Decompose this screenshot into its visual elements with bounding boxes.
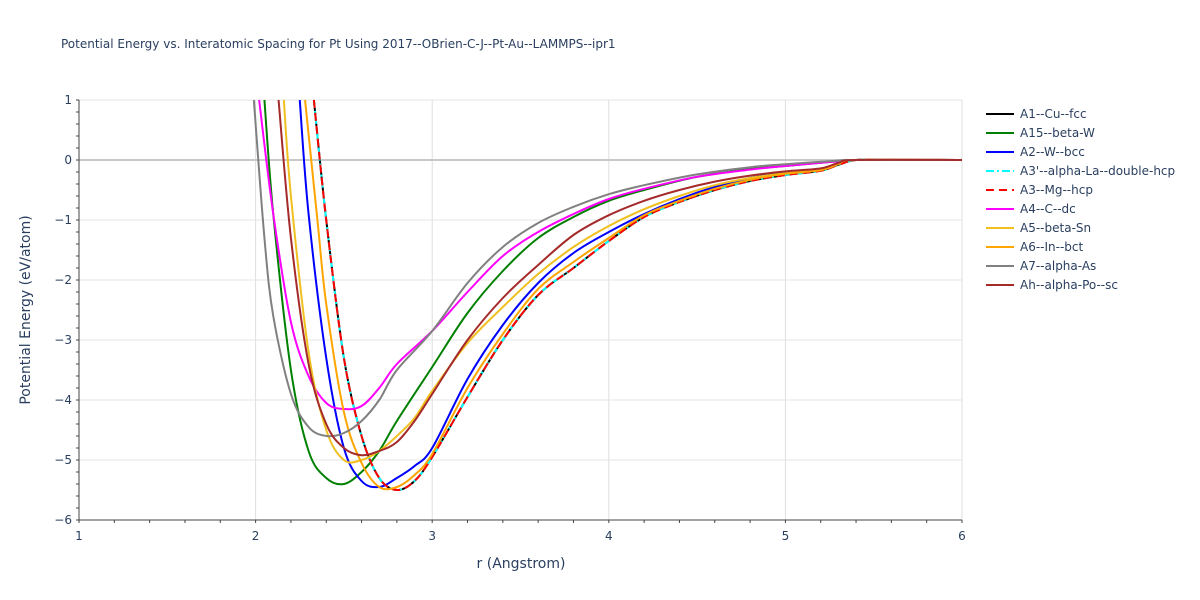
x-axis-title: r (Angstrom) <box>477 556 566 572</box>
y-tick-label: −1 <box>54 213 72 227</box>
chart-title: Potential Energy vs. Interatomic Spacing… <box>61 37 616 51</box>
legend-label: A1--Cu--fcc <box>1020 107 1087 121</box>
axis-layer: 1 2 3 4 5 6 1 0 −1 −2 −3 −4 −5 −6 <box>54 93 966 543</box>
y-tick-label: −4 <box>54 393 72 407</box>
series-line-a1-cu-fcc[interactable] <box>312 99 962 492</box>
series-line-a3-alpha-la-double-hcp[interactable] <box>312 99 962 492</box>
series-line-a6-in-bct[interactable] <box>304 99 962 491</box>
series-line-ah-alpha-po-sc[interactable] <box>277 99 962 457</box>
series-line-a7-alpha-as[interactable] <box>252 99 962 438</box>
series-line-a5-beta-sn[interactable] <box>282 99 962 464</box>
x-tick-label: 4 <box>605 529 613 543</box>
y-axis-title: Potential Energy (eV/atom) <box>18 215 34 404</box>
legend-item-a7-alpha-as[interactable]: A7--alpha-As <box>986 259 1096 273</box>
legend-item-ah-alpha-po-sc[interactable]: Ah--alpha-Po--sc <box>986 278 1118 292</box>
legend-label: A5--beta-Sn <box>1020 221 1091 235</box>
legend-item-a5-beta-sn[interactable]: A5--beta-Sn <box>986 221 1091 235</box>
y-tick-label: −5 <box>54 453 72 467</box>
y-tick-label: −2 <box>54 273 72 287</box>
y-tick-label: −3 <box>54 333 72 347</box>
legend-label: A3--Mg--hcp <box>1020 183 1093 197</box>
legend-label: A4--C--dc <box>1020 202 1076 216</box>
series-line-a3-mg-hcp[interactable] <box>312 99 962 492</box>
legend-item-a3-alpha-la-double-hcp[interactable]: A3'--alpha-La--double-hcp <box>986 164 1175 178</box>
legend-label: A15--beta-W <box>1020 126 1095 140</box>
y-tick-label: 1 <box>64 93 72 107</box>
legend-item-a6-in-bct[interactable]: A6--In--bct <box>986 240 1084 254</box>
legend-item-a1-cu-fcc[interactable]: A1--Cu--fcc <box>986 107 1087 121</box>
x-tick-label: 5 <box>782 529 790 543</box>
legend-item-a4-c-dc[interactable]: A4--C--dc <box>986 202 1076 216</box>
x-tick-label: 6 <box>958 529 966 543</box>
legend-label: Ah--alpha-Po--sc <box>1020 278 1118 292</box>
series-line-a2-w-bcc[interactable] <box>298 99 962 489</box>
legend-label: A3'--alpha-La--double-hcp <box>1020 164 1175 178</box>
legend-label: A6--In--bct <box>1020 240 1084 254</box>
series-line-a15-beta-w[interactable] <box>263 99 962 486</box>
legend-item-a2-w-bcc[interactable]: A2--W--bcc <box>986 145 1085 159</box>
legend[interactable]: A1--Cu--fcc A15--beta-W A2--W--bcc A3'--alp… <box>986 107 1175 292</box>
x-tick-label: 3 <box>428 529 436 543</box>
series-layer <box>252 99 962 492</box>
x-tick-label: 2 <box>252 529 260 543</box>
legend-item-a15-beta-w[interactable]: A15--beta-W <box>986 126 1095 140</box>
legend-item-a3-mg-hcp[interactable]: A3--Mg--hcp <box>986 183 1093 197</box>
y-tick-label: 0 <box>64 153 72 167</box>
series-line-a4-c-dc[interactable] <box>258 99 962 411</box>
legend-label: A2--W--bcc <box>1020 145 1085 159</box>
y-tick-label: −6 <box>54 513 72 527</box>
legend-label: A7--alpha-As <box>1020 259 1096 273</box>
x-tick-label: 1 <box>75 529 83 543</box>
